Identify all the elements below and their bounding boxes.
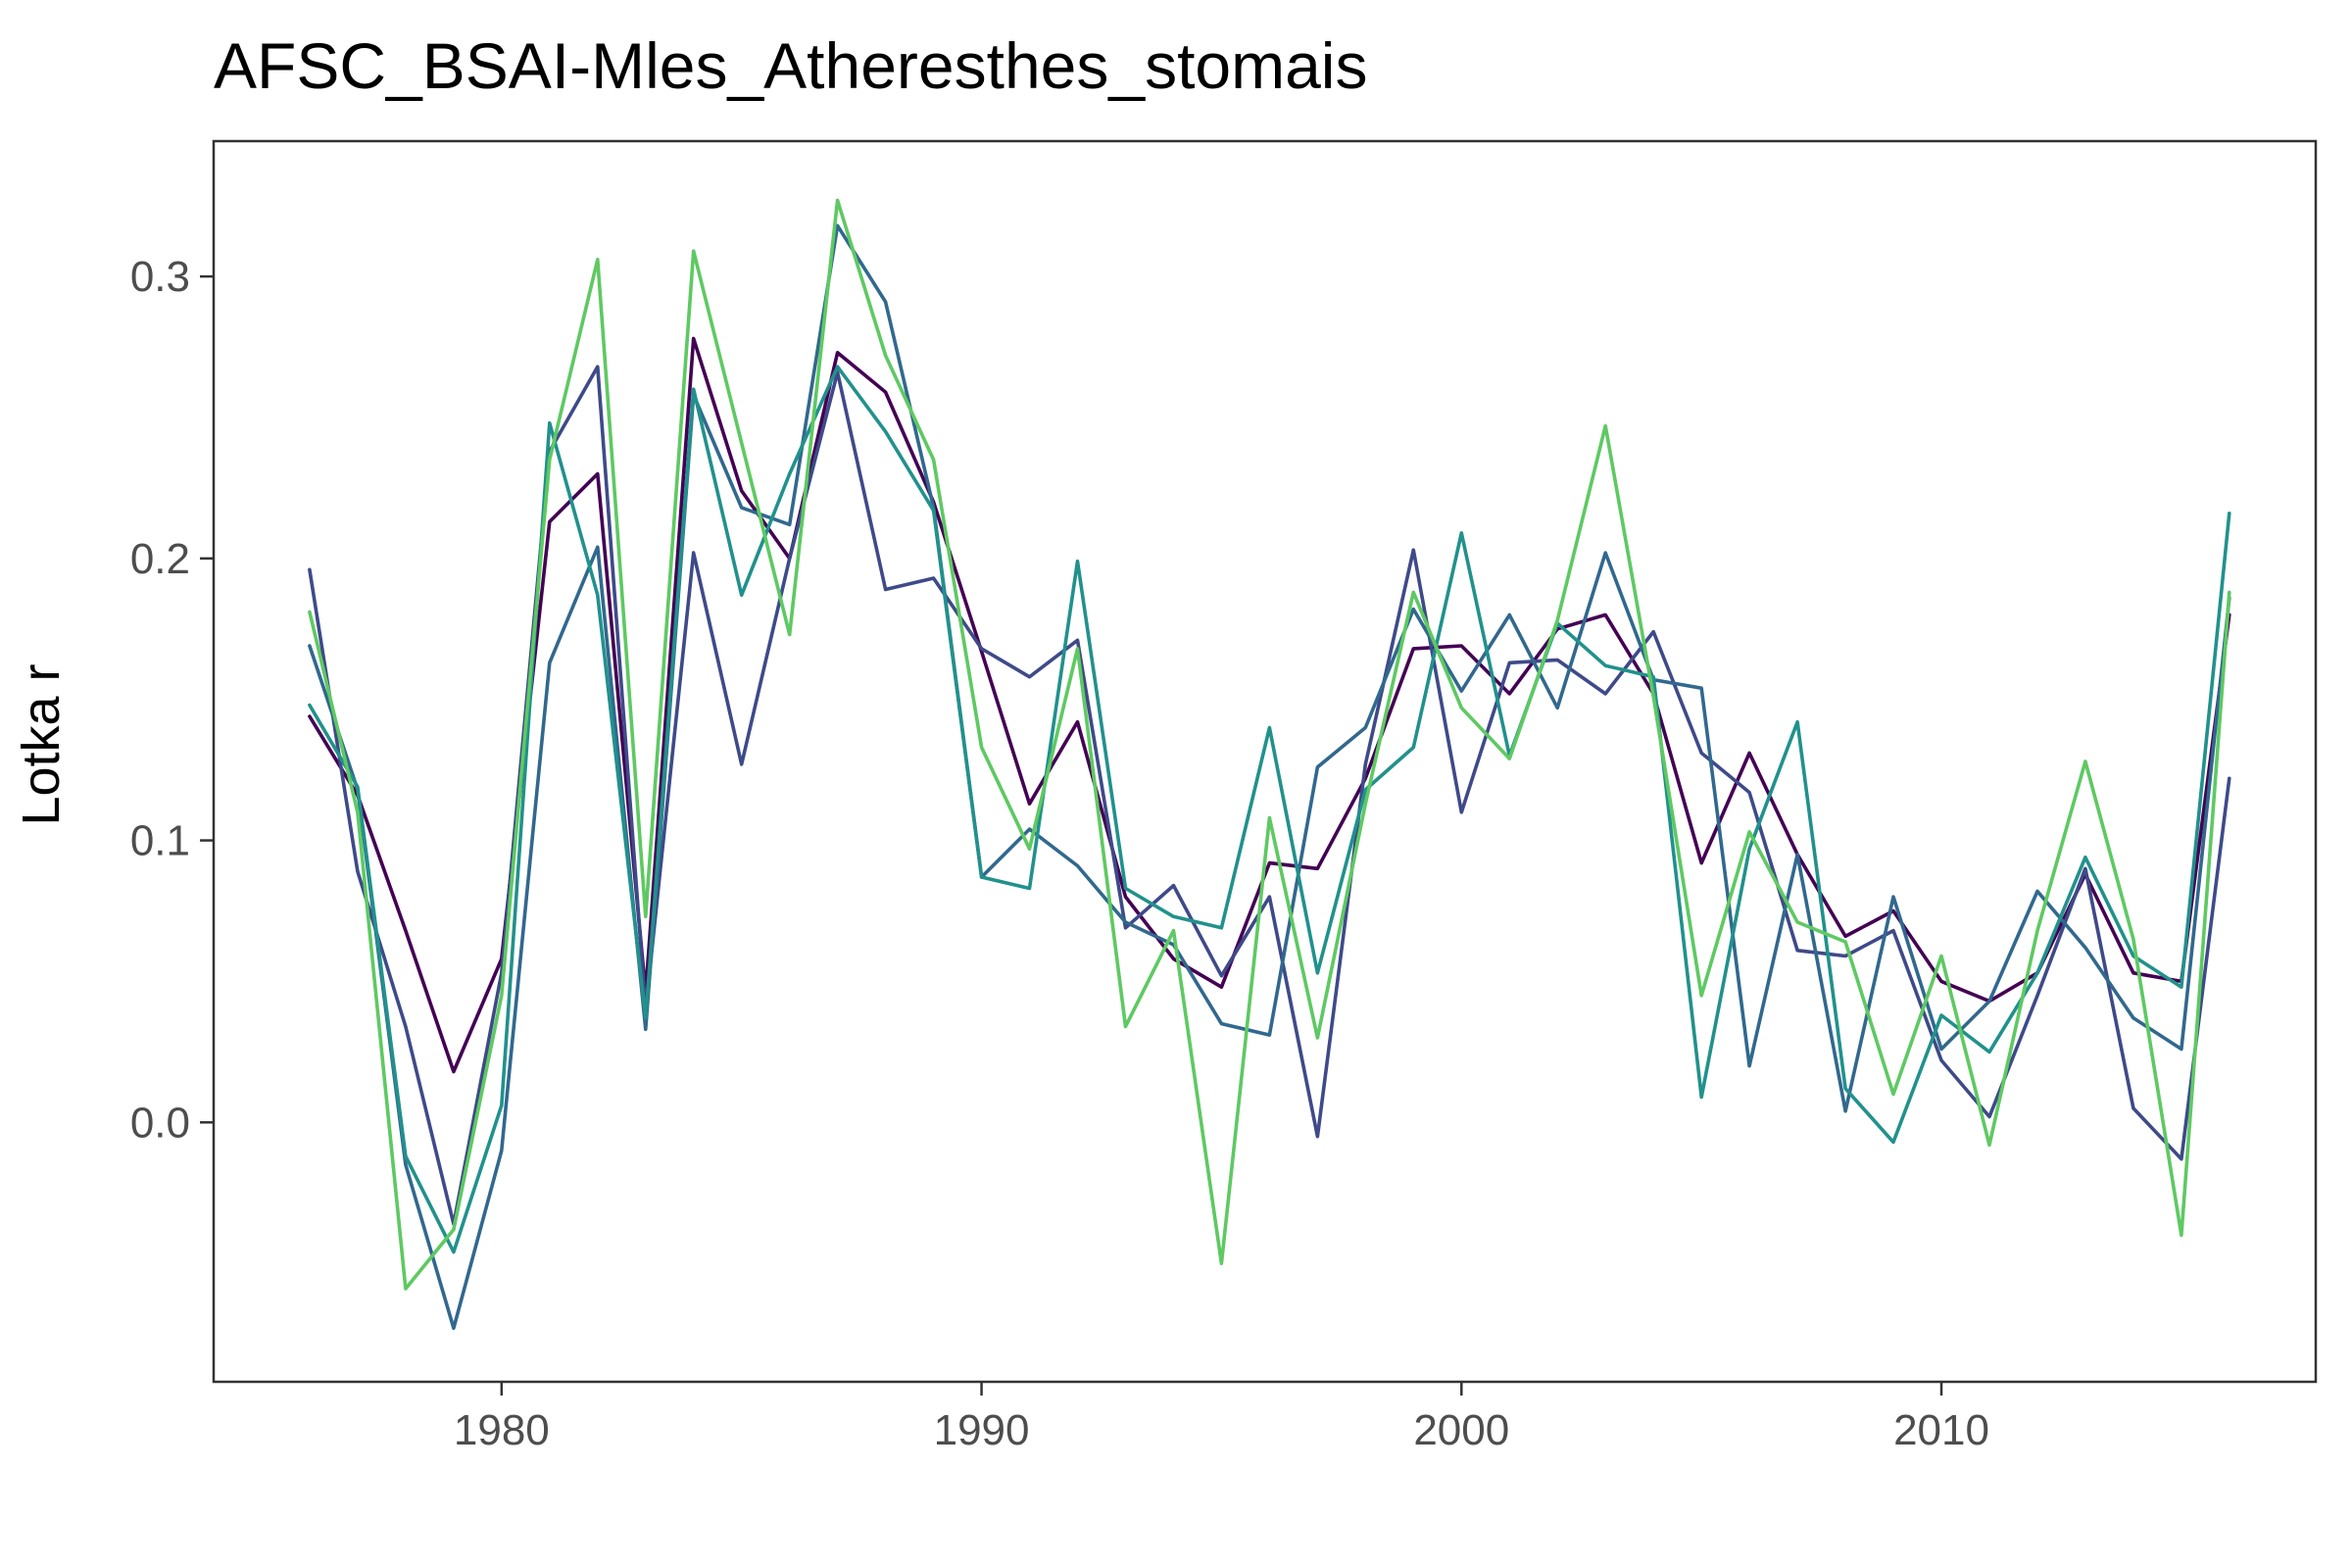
y-tick-label: 0.2 (130, 535, 190, 583)
plot-panel (212, 139, 2318, 1384)
chart-title: AFSC_BSAI-Mles_Atheresthes_stomais (214, 29, 1367, 102)
x-axis: 1980 1990 2000 2010 (454, 1382, 1989, 1454)
series-line-1 (308, 336, 2231, 1074)
x-tick-label: 1990 (934, 1406, 1030, 1454)
y-tick-label: 0.0 (130, 1099, 190, 1147)
series-line-2 (308, 365, 2231, 1226)
y-tick-label: 0.3 (130, 253, 190, 301)
y-tick-label: 0.1 (130, 817, 190, 865)
x-tick-label: 2000 (1413, 1406, 1509, 1454)
y-axis-label: Lotka r (12, 663, 71, 825)
x-tick-label: 2010 (1893, 1406, 1989, 1454)
series-layer (308, 198, 2231, 1331)
series-line-3 (308, 223, 2231, 1331)
series-line-5 (308, 198, 2231, 1291)
y-axis: 0.0 0.1 0.2 0.3 (130, 253, 214, 1147)
x-tick-label: 1980 (454, 1406, 550, 1454)
series-line-4 (308, 365, 2231, 1254)
